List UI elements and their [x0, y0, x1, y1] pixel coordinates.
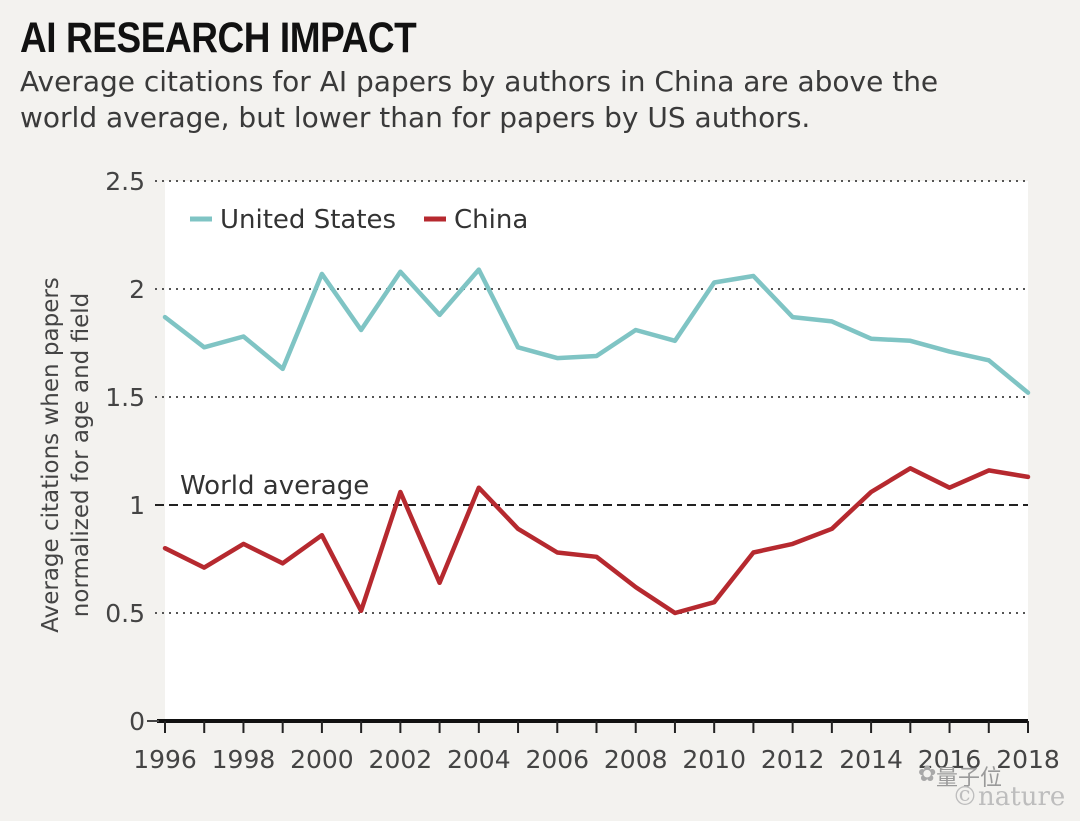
y-tick-label: 0 [129, 707, 145, 736]
watermark-text: 量子位 [936, 766, 1003, 791]
x-tick-label: 2012 [761, 745, 825, 774]
chart-title: AI RESEARCH IMPACT [20, 14, 417, 62]
x-tick-label: 2000 [290, 745, 354, 774]
x-tick-label: 2004 [447, 745, 511, 774]
x-tick-label: 2006 [525, 745, 589, 774]
chart-subtitle: Average citations for AI papers by autho… [20, 65, 939, 134]
x-tick-label: 1998 [212, 745, 276, 774]
x-tick-label: 2008 [604, 745, 668, 774]
y-tick-label: 1.5 [105, 383, 145, 412]
x-tick-label: 2018 [996, 745, 1060, 774]
y-tick-label: 1 [129, 491, 145, 520]
legend-label: China [454, 205, 528, 235]
y-tick-label: 2 [129, 275, 145, 304]
world-average-label: World average [180, 471, 369, 501]
y-tick-label: 2.5 [105, 167, 145, 196]
x-tick-label: 2016 [918, 745, 982, 774]
legend-label: United States [220, 205, 396, 235]
x-tick-label: 1996 [133, 745, 197, 774]
x-tick-label: 2002 [369, 745, 433, 774]
wechat-icon: ✿ [918, 762, 937, 787]
plot-area [165, 181, 1028, 721]
credit-text: ©nature [952, 782, 1066, 812]
y-axis-label: Average citations when papers normalized … [38, 277, 94, 633]
y-tick-label: 0.5 [105, 599, 145, 628]
x-tick-label: 2014 [839, 745, 903, 774]
x-tick-label: 2010 [682, 745, 746, 774]
